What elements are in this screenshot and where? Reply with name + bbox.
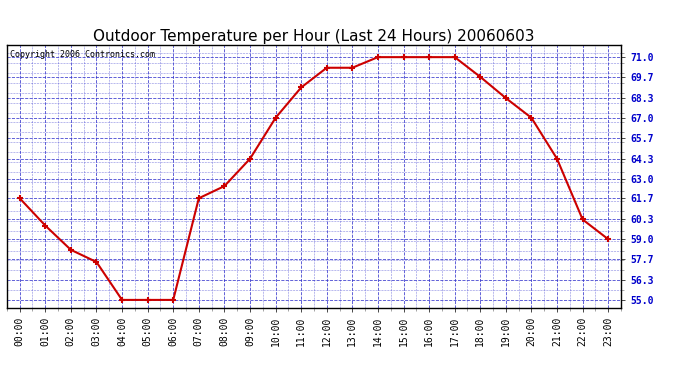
Text: Copyright 2006 Contronics.com: Copyright 2006 Contronics.com (10, 50, 155, 59)
Title: Outdoor Temperature per Hour (Last 24 Hours) 20060603: Outdoor Temperature per Hour (Last 24 Ho… (93, 29, 535, 44)
